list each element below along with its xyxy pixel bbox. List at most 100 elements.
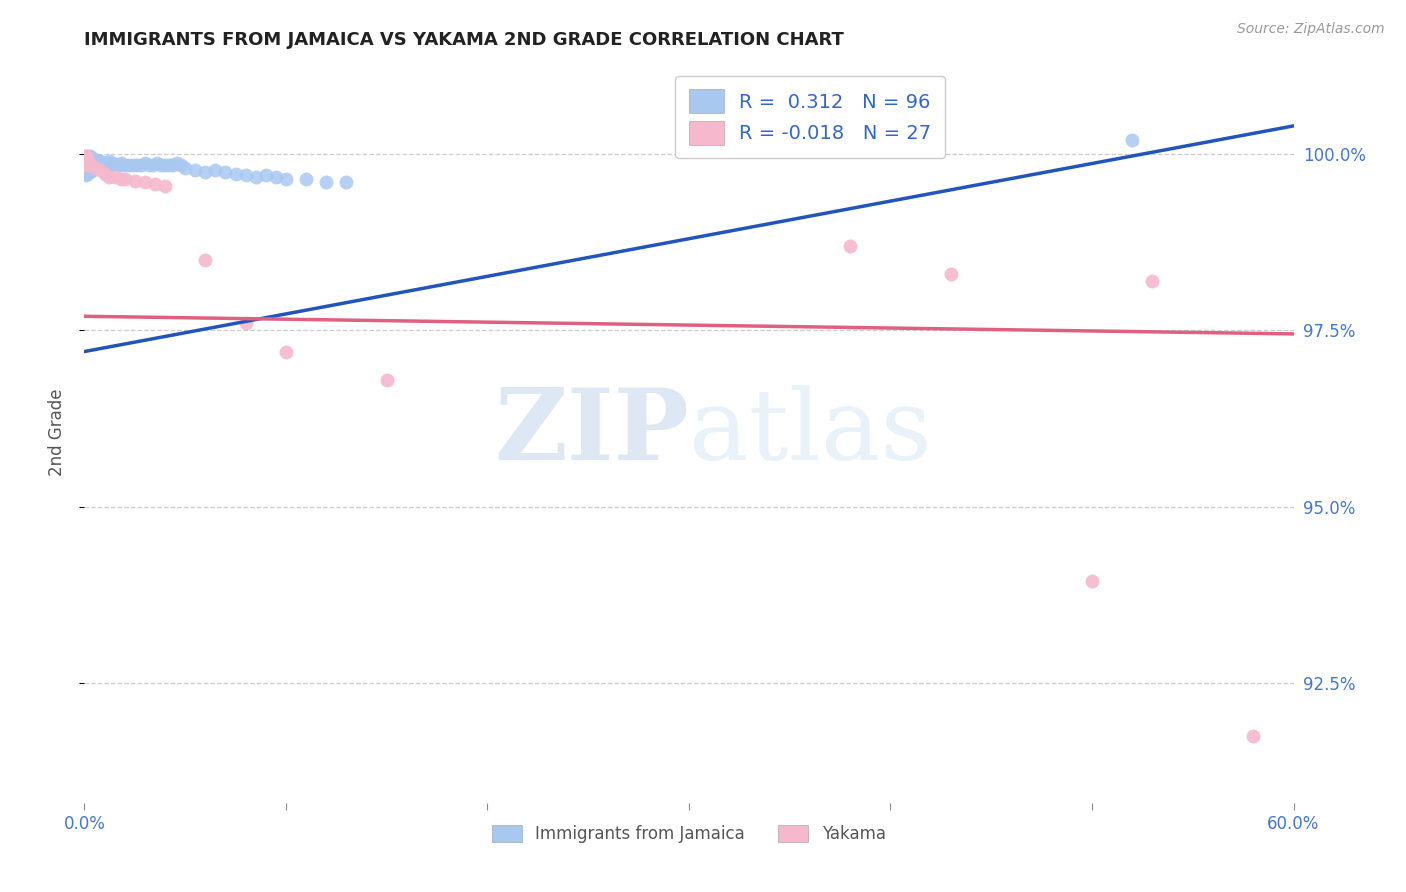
Point — [138, 158, 160, 172]
Y-axis label: 2nd Grade: 2nd Grade — [48, 389, 66, 476]
Point — [75, 168, 97, 182]
Point — [83, 155, 105, 169]
Point — [89, 162, 111, 177]
Point — [124, 174, 146, 188]
Point — [79, 148, 101, 162]
Text: Source: ZipAtlas.com: Source: ZipAtlas.com — [1237, 22, 1385, 37]
Point — [86, 153, 108, 167]
Point — [100, 158, 122, 172]
Point — [101, 158, 124, 172]
Point — [134, 175, 156, 189]
Point — [939, 267, 962, 281]
Point — [375, 373, 398, 387]
Point — [75, 167, 97, 181]
Point — [77, 154, 100, 169]
Point — [83, 153, 105, 167]
Point — [82, 160, 104, 174]
Point — [75, 148, 97, 162]
Point — [75, 151, 97, 165]
Point — [97, 154, 120, 169]
Point — [75, 158, 97, 172]
Point — [77, 154, 100, 169]
Point — [162, 158, 184, 172]
Point — [75, 151, 97, 165]
Point — [104, 169, 127, 184]
Point — [157, 158, 180, 172]
Point — [194, 165, 217, 179]
Point — [79, 155, 101, 169]
Point — [77, 153, 100, 167]
Point — [83, 160, 105, 174]
Point — [93, 155, 115, 169]
Point — [75, 155, 97, 169]
Point — [75, 162, 97, 177]
Point — [75, 165, 97, 179]
Text: ZIP: ZIP — [494, 384, 689, 481]
Point — [274, 171, 297, 186]
Point — [184, 162, 207, 177]
Point — [75, 148, 97, 162]
Point — [96, 158, 118, 172]
Point — [93, 158, 115, 172]
Point — [82, 158, 104, 172]
Point — [214, 165, 236, 179]
Point — [125, 158, 148, 172]
Point — [839, 239, 862, 253]
Point — [1241, 729, 1264, 743]
Point — [1121, 133, 1143, 147]
Point — [83, 160, 105, 174]
Point — [142, 158, 165, 172]
Point — [97, 169, 120, 184]
Point — [75, 153, 97, 167]
Point — [245, 169, 267, 184]
Point — [110, 171, 132, 186]
Point — [96, 155, 118, 169]
Point — [79, 161, 101, 176]
Point — [82, 153, 104, 167]
Point — [87, 160, 110, 174]
Point — [77, 165, 100, 179]
Point — [146, 155, 169, 169]
Point — [75, 158, 97, 172]
Point — [225, 167, 247, 181]
Point — [114, 158, 136, 172]
Point — [75, 155, 97, 169]
Point — [75, 154, 97, 169]
Point — [149, 158, 172, 172]
Point — [134, 155, 156, 169]
Point — [235, 316, 257, 330]
Point — [86, 158, 108, 172]
Point — [194, 252, 217, 267]
Point — [335, 175, 357, 189]
Point — [77, 161, 100, 176]
Text: atlas: atlas — [689, 384, 932, 481]
Point — [153, 158, 176, 172]
Point — [83, 158, 105, 172]
Point — [83, 161, 105, 176]
Point — [295, 171, 318, 186]
Point — [105, 158, 128, 172]
Point — [114, 171, 136, 186]
Point — [1142, 274, 1164, 288]
Point — [89, 158, 111, 172]
Point — [79, 165, 101, 179]
Point — [82, 162, 104, 177]
Point — [79, 158, 101, 172]
Point — [86, 155, 108, 169]
Point — [82, 161, 104, 176]
Point — [110, 158, 132, 172]
Point — [107, 158, 129, 172]
Point — [204, 162, 226, 177]
Point — [101, 155, 124, 169]
Point — [121, 158, 143, 172]
Point — [75, 159, 97, 173]
Point — [87, 154, 110, 169]
Point — [75, 161, 97, 176]
Point — [110, 155, 132, 169]
Point — [274, 344, 297, 359]
Point — [77, 151, 100, 165]
Point — [254, 168, 277, 182]
Point — [79, 153, 101, 167]
Point — [166, 155, 188, 169]
Point — [264, 169, 287, 184]
